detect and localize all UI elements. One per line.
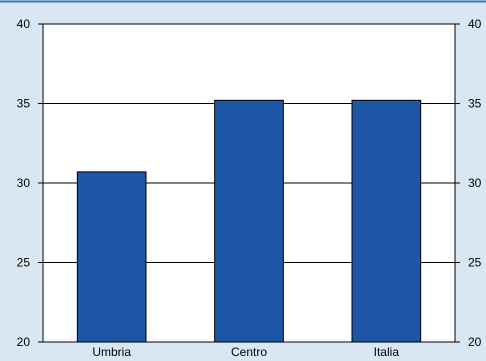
- y-tick-label-right: 35: [468, 97, 482, 111]
- y-tick-label-left: 20: [17, 335, 31, 349]
- y-tick-label-right: 30: [468, 176, 482, 190]
- y-tick-label-right: 20: [468, 335, 482, 349]
- y-tick-label-left: 35: [17, 97, 31, 111]
- bar-centro: [215, 100, 284, 342]
- bar-italia: [352, 100, 421, 342]
- x-tick-label: Umbria: [92, 345, 131, 359]
- x-tick-label: Centro: [231, 345, 267, 359]
- y-tick-label-left: 30: [17, 176, 31, 190]
- bar-umbria: [77, 172, 146, 342]
- y-tick-label-left: 40: [17, 17, 31, 31]
- x-tick-label: Italia: [374, 345, 400, 359]
- y-tick-label-left: 25: [17, 256, 31, 270]
- y-tick-label-right: 40: [468, 17, 482, 31]
- y-tick-label-right: 25: [468, 256, 482, 270]
